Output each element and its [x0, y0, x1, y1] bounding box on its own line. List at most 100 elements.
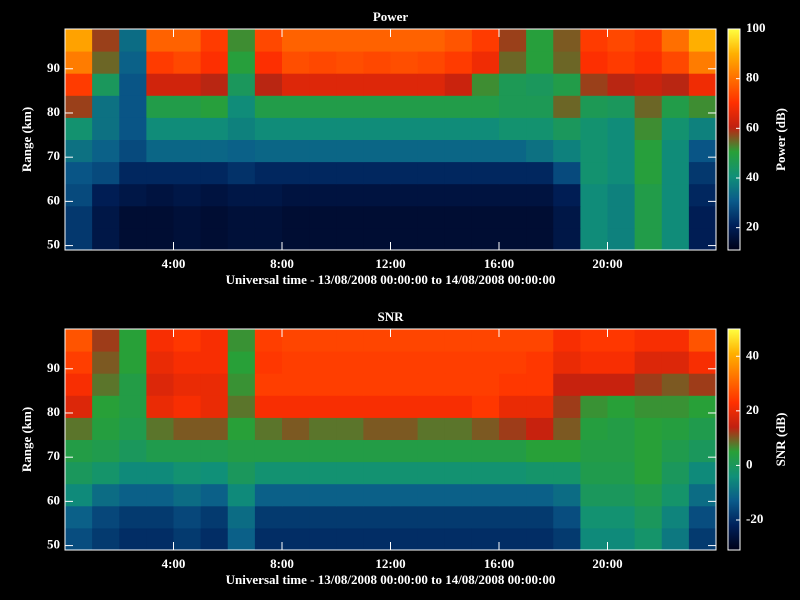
heatmap-cell [499, 483, 527, 507]
heatmap-cell [471, 227, 500, 251]
heatmap-cell [661, 117, 690, 140]
heatmap-cell [336, 117, 364, 140]
heatmap-cell [173, 161, 202, 185]
heatmap-cell [580, 417, 608, 440]
heatmap-cell [417, 527, 446, 551]
heatmap-cell [363, 139, 391, 163]
heatmap-cell [634, 461, 663, 485]
heatmap-cell [336, 329, 364, 352]
heatmap-cell [417, 351, 446, 374]
heatmap-cell [688, 483, 717, 507]
heatmap-cell [363, 183, 391, 207]
heatmap-cell [634, 395, 663, 418]
heatmap-cell [580, 395, 608, 418]
heatmap-cell [227, 417, 256, 440]
heatmap-cell [688, 117, 717, 140]
heatmap-cell [634, 51, 663, 74]
heatmap-cell [92, 417, 120, 440]
heatmap-cell [200, 161, 229, 185]
heatmap-cell [227, 505, 256, 529]
y-tick-label: 70 [47, 448, 60, 463]
heatmap-cell [580, 483, 608, 507]
heatmap-cell [444, 117, 473, 140]
heatmap-cell [92, 329, 120, 352]
heatmap-cell [444, 417, 473, 440]
heatmap-cell [580, 505, 608, 529]
heatmap-cell [580, 527, 608, 551]
heatmap-cell [553, 29, 581, 52]
heatmap-cell [65, 139, 93, 163]
heatmap-cell [607, 161, 636, 185]
heatmap-cell [417, 373, 446, 396]
heatmap-cell [309, 73, 337, 96]
heatmap-cell [607, 439, 636, 463]
heatmap-cell [65, 205, 93, 229]
heatmap-cell [200, 205, 229, 229]
heatmap-cell [526, 483, 554, 507]
heatmap-cell [282, 139, 310, 163]
heatmap-cell [634, 183, 663, 207]
heatmap-cell [336, 139, 364, 163]
heatmap-cell [526, 461, 554, 485]
heatmap-cell [254, 139, 283, 163]
heatmap-cell [553, 527, 581, 551]
heatmap-cell [499, 73, 527, 96]
heatmap-cell [444, 439, 473, 463]
heatmap-cell [200, 227, 229, 251]
heatmap-cell [65, 351, 93, 374]
heatmap-cell [173, 139, 202, 163]
heatmap-cell [688, 505, 717, 529]
heatmap-cell [688, 95, 717, 118]
heatmap-cell [471, 505, 500, 529]
heatmap-cell [92, 527, 120, 551]
heatmap-cell [227, 183, 256, 207]
heatmap-cell [553, 417, 581, 440]
heatmap-cell [553, 227, 581, 251]
heatmap-cell [200, 73, 229, 96]
heatmap-cell [526, 29, 554, 52]
colorbar-tick-label: 80 [746, 70, 759, 85]
heatmap-cell [282, 351, 310, 374]
heatmap-cell [553, 117, 581, 140]
heatmap-cell [336, 439, 364, 463]
heatmap-cell [471, 205, 500, 229]
heatmap-cell [444, 95, 473, 118]
heatmap-cell [227, 329, 256, 352]
heatmap-cell [282, 395, 310, 418]
heatmap-cell [146, 51, 174, 74]
heatmap-cell [146, 351, 174, 374]
heatmap-cell [146, 205, 174, 229]
heatmap-cell [444, 395, 473, 418]
heatmap-cell [309, 373, 337, 396]
heatmap-cell [580, 205, 608, 229]
heatmap-cell [254, 527, 283, 551]
colorbar-tick-label: 100 [746, 20, 766, 35]
heatmap-cell [173, 95, 202, 118]
heatmap-cell [173, 439, 202, 463]
heatmap-cell [65, 51, 93, 74]
y-tick-label: 60 [47, 192, 60, 207]
heatmap-cell [254, 483, 283, 507]
heatmap-cell [553, 483, 581, 507]
heatmap-cell [471, 417, 500, 440]
heatmap-cell [200, 351, 229, 374]
heatmap-cell [254, 117, 283, 140]
heatmap-cell [688, 417, 717, 440]
heatmap-cell [634, 351, 663, 374]
heatmap-cell [444, 205, 473, 229]
heatmap-cell [200, 139, 229, 163]
heatmap-cell [254, 461, 283, 485]
x-tick-label: 12:00 [375, 556, 405, 571]
heatmap-cell [282, 227, 310, 251]
heatmap-cell [661, 51, 690, 74]
heatmap-cell [200, 439, 229, 463]
heatmap-cell [607, 183, 636, 207]
heatmap-cell [580, 329, 608, 352]
heatmap-cell [65, 73, 93, 96]
heatmap-cell [65, 505, 93, 529]
heatmap-cell [607, 205, 636, 229]
heatmap-cell [688, 205, 717, 229]
heatmap-cell [282, 183, 310, 207]
heatmap-cell [499, 51, 527, 74]
heatmap-cell [363, 483, 391, 507]
